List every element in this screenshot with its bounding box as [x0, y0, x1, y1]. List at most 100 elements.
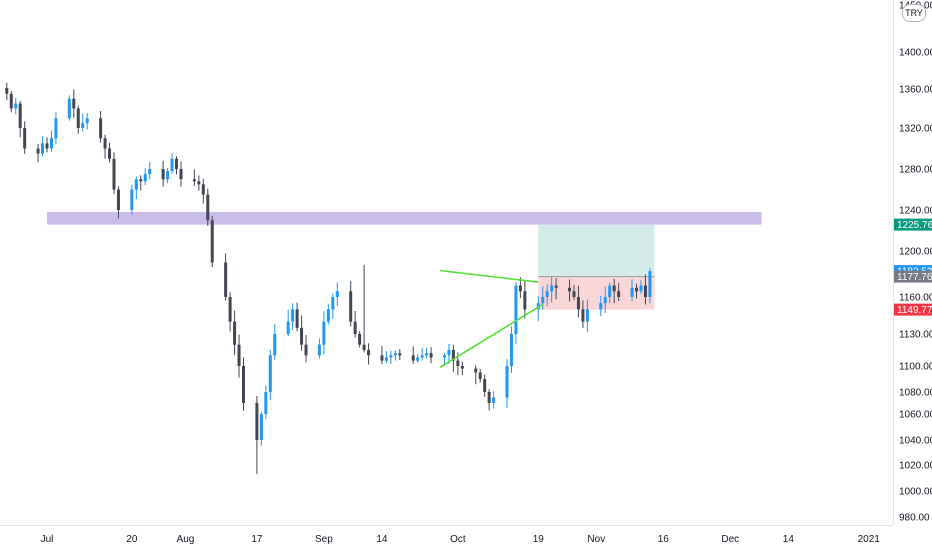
y-tick-label: 1200.00: [899, 247, 932, 258]
candle-body: [603, 297, 607, 304]
x-tick-label: Oct: [450, 534, 466, 545]
currency-badge[interactable]: TRY: [902, 4, 926, 22]
candle-body: [568, 287, 572, 292]
y-tick-label: 1020.00: [899, 461, 932, 472]
candle-body: [451, 350, 455, 361]
candle-body: [474, 368, 478, 373]
y-tick-label: 1100.00: [899, 362, 932, 373]
candle-body: [389, 355, 393, 358]
candle-body: [76, 108, 80, 128]
price-badge-bg: [894, 218, 932, 231]
candle-body: [304, 344, 308, 356]
candle-body: [54, 118, 58, 139]
candle-body: [286, 321, 290, 334]
candle-body: [41, 143, 45, 154]
candle-body: [233, 321, 237, 345]
candle-body: [295, 309, 299, 328]
candle-body: [317, 344, 321, 356]
candle-body: [255, 403, 259, 440]
candle-body: [99, 118, 103, 139]
x-tick-label: 20: [126, 534, 138, 545]
candle-body: [523, 291, 527, 310]
candle-body: [442, 355, 446, 358]
candle-body: [201, 184, 205, 195]
y-tick-label: 1320.00: [899, 124, 932, 135]
candle-body: [326, 309, 330, 322]
candle-body: [130, 189, 134, 210]
candle-body: [192, 179, 196, 182]
candle-body: [179, 169, 183, 180]
candle-body: [514, 285, 518, 334]
candle-body: [353, 321, 357, 334]
x-tick-label: Dec: [721, 534, 739, 545]
candle-body: [259, 414, 263, 440]
candle-body: [291, 309, 295, 322]
price-badge-label: 1225.76: [897, 220, 932, 231]
candle-body: [45, 143, 49, 149]
candle-body: [81, 123, 85, 128]
candle-body: [108, 148, 112, 159]
candle-body: [143, 174, 147, 182]
x-tick-label: Sep: [315, 534, 333, 545]
x-tick-label: 19: [533, 534, 545, 545]
candle-body: [545, 291, 549, 297]
candle-body: [585, 309, 589, 322]
candle-body: [362, 344, 366, 350]
candle-body: [358, 334, 362, 345]
y-tick-label: 1040.00: [899, 436, 932, 447]
time-axis[interactable]: Jul 20 Aug 17 Sep 14 Oct 19 Nov 16 Dec 14 2021: [41, 534, 881, 545]
candle-body: [639, 285, 643, 292]
candle-body: [505, 366, 509, 398]
candle-body: [331, 297, 335, 310]
candle-body: [14, 103, 18, 109]
price-axis[interactable]: 980.00 1000.00 1020.00 1040.00 1060.00 1080.0…: [899, 1, 932, 524]
price-badge-bg: [894, 303, 932, 316]
resistance-zone: [47, 212, 762, 225]
candle-body: [411, 355, 415, 361]
candle-body: [456, 360, 460, 366]
candle-body: [335, 291, 339, 297]
candle-body: [509, 334, 513, 366]
candle-body: [420, 355, 424, 358]
x-tick-label: Nov: [587, 534, 605, 545]
candle-body: [483, 379, 487, 392]
candle-body: [630, 287, 634, 297]
candle-body: [170, 158, 174, 172]
position-target-zone: [538, 224, 655, 277]
price-badge-label: 1149.77: [897, 305, 932, 316]
x-tick-label: 2021: [858, 534, 881, 545]
x-tick-label: Jul: [41, 534, 54, 545]
candle-body: [112, 158, 116, 190]
price-badge-stop: 1149.77: [894, 303, 932, 316]
candle-body: [617, 291, 621, 297]
candle-body: [487, 392, 491, 403]
x-tick-label: 16: [658, 534, 670, 545]
candle-body: [599, 303, 603, 310]
candle-body: [416, 357, 420, 361]
price-badge-target: 1225.76: [894, 218, 932, 231]
candle-body: [103, 138, 107, 149]
candle-body: [148, 169, 152, 175]
candle-body: [242, 366, 246, 403]
candle-body: [206, 194, 210, 221]
y-tick-label: 1060.00: [899, 410, 932, 421]
candle-body: [349, 291, 353, 322]
candle-body: [23, 128, 27, 149]
candle-body: [175, 158, 179, 169]
candle-body: [67, 98, 71, 119]
y-tick-label: 1240.00: [899, 206, 932, 217]
candle-body: [643, 285, 647, 297]
candle-body: [197, 181, 201, 185]
x-tick-label: Aug: [177, 534, 195, 545]
candle-body: [49, 138, 53, 149]
x-tick-label: 17: [251, 534, 263, 545]
y-tick-label: 1080.00: [899, 388, 932, 399]
candle-body: [210, 220, 214, 263]
candle-body: [273, 334, 277, 356]
candle-body: [300, 327, 304, 345]
candle-body: [72, 98, 76, 109]
x-tick-label: 14: [376, 534, 388, 545]
candle-body: [134, 179, 138, 190]
